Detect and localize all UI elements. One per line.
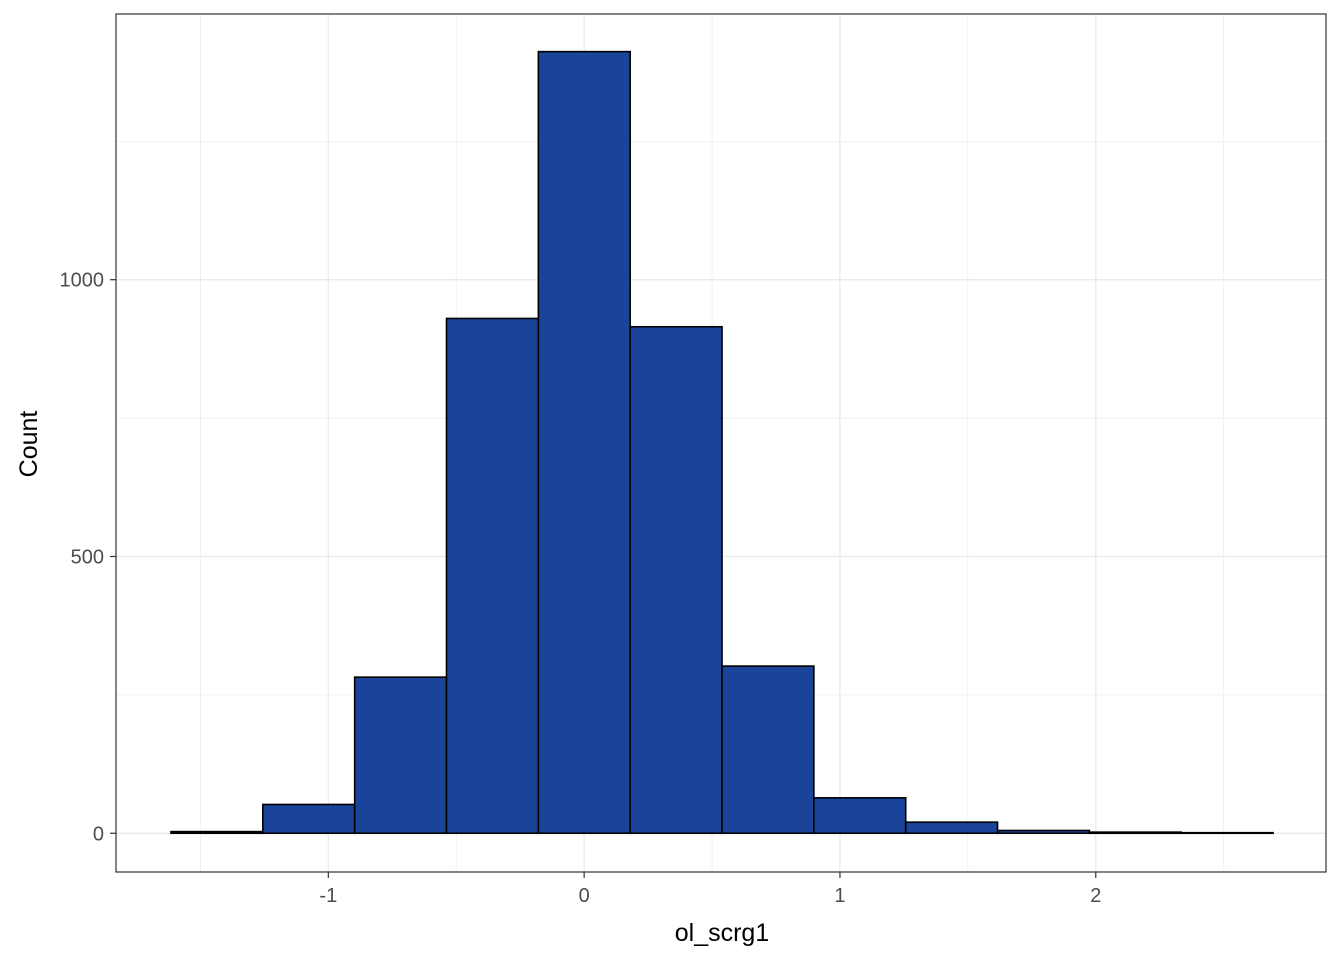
histogram-bar <box>904 821 999 835</box>
x-tick-label: -1 <box>319 885 337 907</box>
panel-border <box>115 13 1327 873</box>
histogram-bar <box>262 803 356 835</box>
x-axis-title: ol_scrg1 <box>675 919 770 947</box>
histogram-bar <box>813 797 907 835</box>
x-tick-label: 2 <box>1090 885 1101 907</box>
histogram-bar <box>537 50 631 835</box>
histogram-bar <box>721 665 815 835</box>
histogram-bar <box>170 830 264 835</box>
histogram-bar <box>1088 831 1183 835</box>
x-tick-label: 0 <box>579 885 590 907</box>
y-tick-label: 500 <box>71 546 104 568</box>
histogram-bar <box>629 325 723 835</box>
histogram-bar <box>353 676 448 835</box>
y-axis-title: Count <box>15 411 43 478</box>
x-tick-label: 1 <box>834 885 845 907</box>
axes: -1 0 1 2 0 500 1000 <box>60 270 1102 907</box>
y-tick-label: 1000 <box>60 270 105 292</box>
histogram-bars <box>170 50 1274 835</box>
histogram-bar <box>1180 831 1274 835</box>
histogram-bar <box>996 829 1091 835</box>
histogram-bar <box>445 317 540 835</box>
y-tick-label: 0 <box>93 823 104 845</box>
